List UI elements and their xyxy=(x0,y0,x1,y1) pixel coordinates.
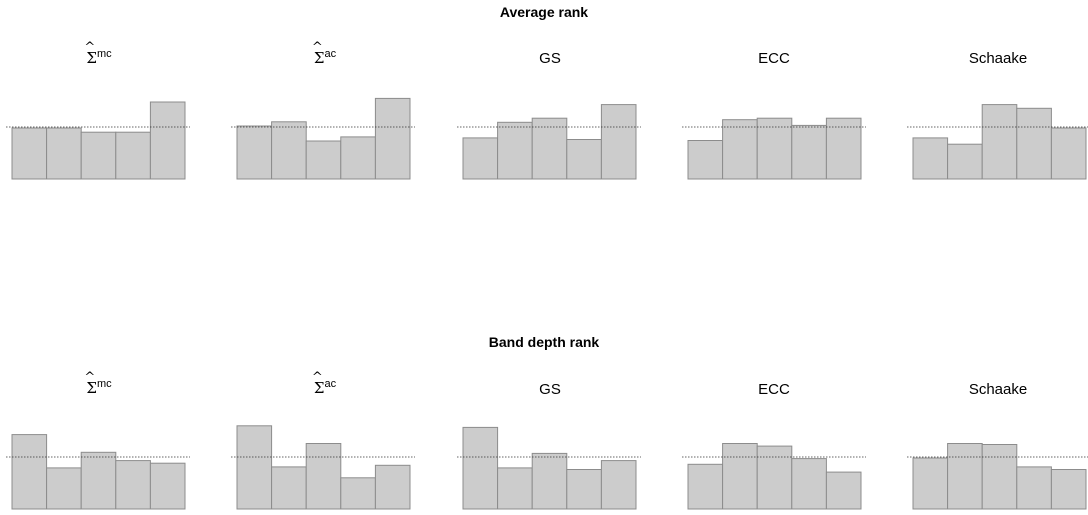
sigma-mc-superscript: mc xyxy=(96,48,112,60)
histogram-bar xyxy=(531,117,568,180)
histogram-bar xyxy=(756,445,793,510)
histogram-bar xyxy=(236,425,273,510)
histogram-bar xyxy=(149,462,186,510)
histogram-panel xyxy=(6,434,190,510)
histogram-bar xyxy=(462,426,499,510)
histogram-bar xyxy=(912,457,949,510)
panel-title-sigma-ac: ^ Σac xyxy=(311,370,337,397)
histogram-bar xyxy=(825,471,862,510)
histogram-bar xyxy=(46,127,82,180)
histogram-bar xyxy=(566,139,602,180)
histogram-bar xyxy=(1050,469,1087,510)
histogram-bar xyxy=(981,104,1018,180)
histogram-bar xyxy=(11,127,48,180)
histogram-bar xyxy=(374,464,411,510)
histogram-bar xyxy=(566,469,602,510)
histogram-bar xyxy=(11,434,48,510)
histogram-bar xyxy=(115,131,151,180)
histogram-panel xyxy=(907,443,1088,510)
histogram-bar xyxy=(236,125,273,180)
histogram-bar xyxy=(825,117,862,180)
panel-title-sigma-mc: ^ Σmc xyxy=(84,370,112,397)
histogram-bar xyxy=(981,444,1018,510)
panel-title-schaake: Schaake xyxy=(968,50,1028,67)
panel-title-ecc: ECC xyxy=(758,50,790,67)
histogram-bar xyxy=(947,443,983,510)
histogram-bar xyxy=(722,443,758,510)
panel-title-gs: GS xyxy=(539,381,561,398)
histogram-bar xyxy=(305,443,342,510)
histogram-bar xyxy=(374,97,411,180)
histogram-bar xyxy=(756,117,793,180)
histogram-bar xyxy=(722,119,758,180)
histogram-bar xyxy=(912,137,949,180)
histogram-bar xyxy=(271,121,307,180)
histogram-panel xyxy=(6,101,190,180)
histogram-bar xyxy=(271,466,307,510)
histogram-bar xyxy=(791,124,827,180)
histogram-bar xyxy=(600,460,637,510)
histogram-bar xyxy=(687,463,724,510)
histogram-bar xyxy=(46,467,82,510)
histogram-panel xyxy=(682,443,866,510)
sigma-ac-superscript: ac xyxy=(324,48,337,60)
histogram-bar xyxy=(947,143,983,180)
histogram-panel xyxy=(231,97,415,180)
histogram-bar xyxy=(1016,466,1052,510)
histogram-bar xyxy=(305,140,342,180)
histogram-bar xyxy=(687,140,724,180)
histogram-bar xyxy=(340,136,376,180)
histogram-bar xyxy=(497,467,533,510)
sigma-ac-superscript: ac xyxy=(324,378,337,390)
row-title-band-depth-rank: Band depth rank xyxy=(488,334,600,350)
panel-title-gs: GS xyxy=(539,50,561,67)
histogram-bar xyxy=(462,137,499,180)
histogram-bar xyxy=(80,131,117,180)
panel-title-schaake: Schaake xyxy=(968,381,1028,398)
histogram-bar xyxy=(791,458,827,510)
histogram-bar xyxy=(340,477,376,510)
histogram-bar xyxy=(149,101,186,180)
histogram-panel xyxy=(457,426,641,510)
histogram-bar xyxy=(1050,127,1087,180)
histogram-panel xyxy=(231,425,415,510)
sigma-mc-superscript: mc xyxy=(96,378,112,390)
histogram-bar xyxy=(600,104,637,180)
histogram-bar xyxy=(1016,107,1052,180)
histogram-panel xyxy=(682,117,866,180)
panel-title-sigma-mc: ^ Σmc xyxy=(84,40,112,67)
panel-title-sigma-ac: ^ Σac xyxy=(311,40,337,67)
histogram-bar xyxy=(497,121,533,180)
histogram-bar xyxy=(115,460,151,510)
histogram-panel xyxy=(457,104,641,180)
histogram-bar xyxy=(80,451,117,510)
histogram-panel xyxy=(907,104,1088,180)
panel-title-ecc: ECC xyxy=(758,381,790,398)
histogram-bar xyxy=(531,452,568,510)
row-title-average-rank: Average rank xyxy=(499,4,589,20)
